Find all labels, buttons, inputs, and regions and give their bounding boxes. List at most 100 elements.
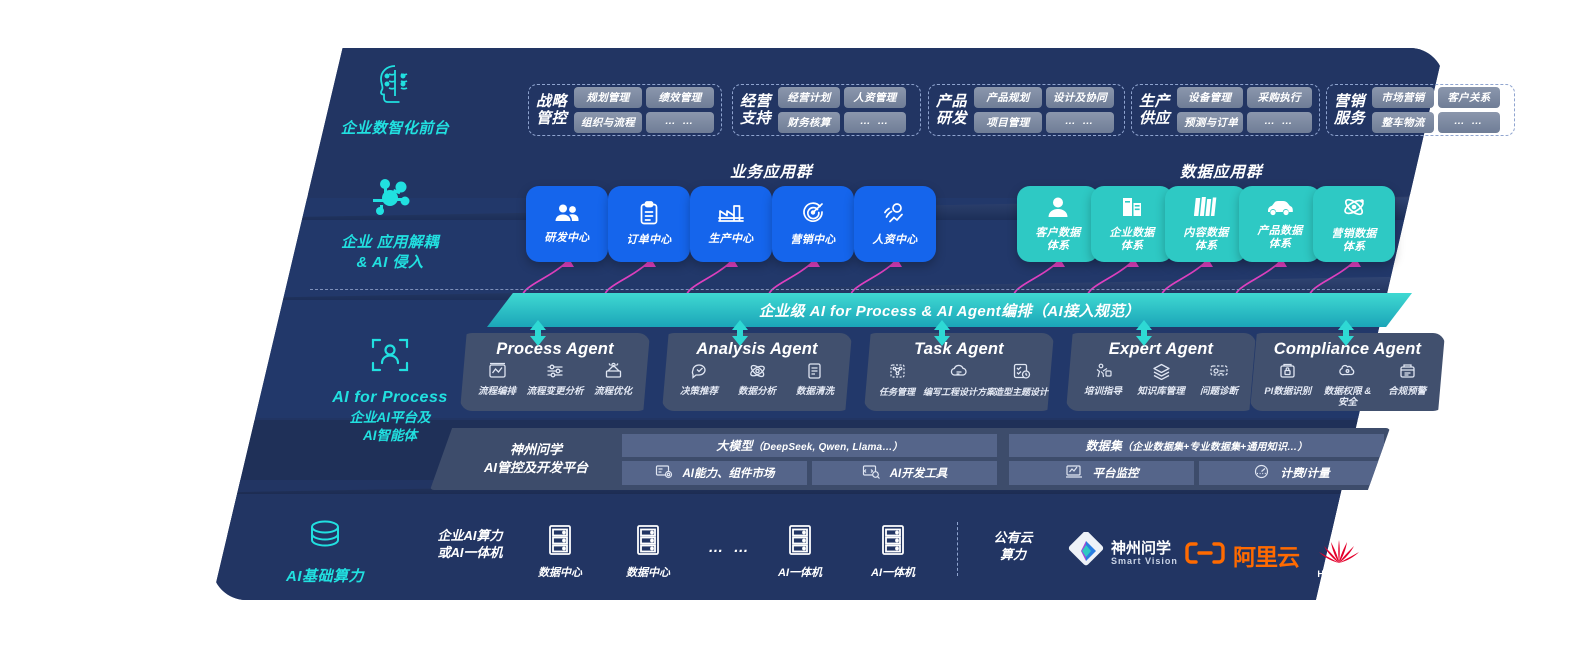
compute-label-1: 企业AI算力 xyxy=(437,528,503,543)
cap-label: 数据清洗 xyxy=(795,386,834,397)
cell-marketing-1[interactable]: 客户关系 xyxy=(1438,87,1501,108)
compute-dots-label: … … xyxy=(708,539,752,556)
car-icon xyxy=(1266,198,1294,221)
user-icon xyxy=(1047,196,1069,223)
group-strategy[interactable]: 战略 管控 规划管理 绩效管理 组织与流程 … … xyxy=(528,84,722,136)
card-order-center-label: 订单中心 xyxy=(626,234,672,247)
cap-compliance-1[interactable]: 数据权限 & 安全 xyxy=(1318,362,1377,409)
cap-expert-0[interactable]: 培训指导 xyxy=(1074,362,1131,398)
target-icon xyxy=(801,201,825,230)
cap-analysis-0[interactable]: 决策推荐 xyxy=(670,362,727,398)
group-operations[interactable]: 经营 支持 经营计划 人资管理 财务核算 … … xyxy=(732,84,921,136)
rail-app-decoupling: 企业 应用解耦 & AI 侵入 xyxy=(300,178,480,274)
logo-text-block: 神州问学 Smart Vision xyxy=(1111,539,1178,567)
cell-operations-2[interactable]: 财务核算 xyxy=(778,112,841,133)
rail-label-decoupling-2: & AI 侵入 xyxy=(356,254,424,272)
card-marketing-data[interactable]: 营销数据 体系 xyxy=(1313,186,1395,262)
cell-product-3[interactable]: … … xyxy=(1046,112,1115,133)
cell-marketing-0[interactable]: 市场营销 xyxy=(1372,87,1435,108)
cell-operations-0[interactable]: 经营计划 xyxy=(778,87,841,108)
huawei-text: HUAWEI xyxy=(1317,569,1361,579)
card-customer-data-label: 客户数据 体系 xyxy=(1035,226,1081,252)
group-marketing-service[interactable]: 营销 服务 市场营销 客户关系 整车物流 … … xyxy=(1326,84,1515,136)
server-icon xyxy=(522,524,598,561)
agent-analysis[interactable]: Analysis Agent 决策推荐 数据分析 xyxy=(662,333,852,411)
cell-product-1[interactable]: 设计及协同 xyxy=(1046,87,1115,108)
cell-product-2[interactable]: 项目管理 xyxy=(974,112,1043,133)
compute-datacenter-1[interactable]: 数据中心 xyxy=(522,524,598,580)
building-icon xyxy=(1121,196,1143,223)
cell-strategy-1[interactable]: 绩效管理 xyxy=(646,87,714,108)
card-order-center[interactable]: 订单中心 xyxy=(608,186,690,262)
agent-process-title: Process Agent xyxy=(496,340,614,358)
compute-datacenter-2[interactable]: 数据中心 xyxy=(610,524,686,580)
person-chart-icon xyxy=(882,202,908,230)
agent-expert[interactable]: Expert Agent 培训指导 知识库管理 xyxy=(1066,333,1256,411)
cap-label: 任务管理 xyxy=(878,387,915,397)
card-production-center[interactable]: 生产中心 xyxy=(690,186,772,262)
platform-btn-monitor[interactable]: 平台监控 xyxy=(1009,460,1194,485)
cap-label: 数据分析 xyxy=(737,386,776,397)
card-customer-data[interactable]: 客户数据 体系 xyxy=(1017,186,1099,262)
cell-strategy-2[interactable]: 组织与流程 xyxy=(574,112,642,133)
rail-label-ai-process-en: AI for Process xyxy=(332,389,448,406)
card-hr-center[interactable]: 人资中心 xyxy=(854,186,936,262)
agent-process[interactable]: Process Agent 流程编排 流程变更分析 xyxy=(460,333,650,411)
cap-label: 问题诊断 xyxy=(1199,386,1238,397)
huawei-logo[interactable]: HUAWEI xyxy=(1310,528,1368,579)
cap-analysis-2[interactable]: 数据清洗 xyxy=(786,362,843,398)
cap-task-2[interactable]: 造型主题设计 xyxy=(990,362,1051,397)
card-marketing-center[interactable]: 营销中心 xyxy=(772,186,854,262)
cell-marketing-3[interactable]: … … xyxy=(1438,112,1501,133)
cell-strategy-0[interactable]: 规划管理 xyxy=(574,87,642,108)
cell-marketing-2[interactable]: 整车物流 xyxy=(1372,112,1435,133)
platform-btn-label: AI开发工具 xyxy=(889,467,948,480)
cap-expert-1[interactable]: 知识库管理 xyxy=(1132,362,1189,398)
agent-analysis-title: Analysis Agent xyxy=(696,340,818,358)
card-enterprise-data[interactable]: 企业数据 体系 xyxy=(1091,186,1173,262)
ai-platform-bar[interactable]: 神州问学 AI管控及开发平台 大模型（DeepSeek, Qwen, Llama…… xyxy=(430,428,1390,490)
cell-production-1[interactable]: 采购执行 xyxy=(1246,87,1312,108)
group-product-rd[interactable]: 产品 研发 产品规划 设计及协同 项目管理 … … xyxy=(928,84,1125,136)
cap-compliance-0[interactable]: PI数据识别 xyxy=(1258,362,1317,398)
card-content-data[interactable]: 内容数据 体系 xyxy=(1165,186,1247,262)
agent-task[interactable]: Task Agent 任务管理 xyxy=(864,333,1054,411)
platform-btn-ai-market[interactable]: AI能力、组件市场 xyxy=(622,460,807,485)
cell-product-0[interactable]: 产品规划 xyxy=(974,87,1043,108)
cap-task-1[interactable]: 编写工程设计方案 xyxy=(923,362,995,397)
cap-label: 数据权限 & 安全 xyxy=(1323,386,1372,408)
cap-process-2[interactable]: 流程优化 xyxy=(584,362,641,398)
group-production-supply[interactable]: 生产 供应 设备管理 采购执行 预测与订单 … … xyxy=(1131,84,1320,136)
shenzhou-wenxue-logo[interactable]: 神州问学 Smart Vision xyxy=(1067,531,1178,575)
cell-production-3[interactable]: … … xyxy=(1246,112,1312,133)
aliyun-logo[interactable]: 阿里云 xyxy=(1185,538,1300,572)
monitor-icon xyxy=(1065,464,1083,482)
cap-process-1[interactable]: 流程变更分析 xyxy=(526,362,584,398)
cap-compliance-2[interactable]: 合规预警 xyxy=(1378,362,1437,398)
data-clean-icon xyxy=(806,362,825,385)
compute-label: AI一体机 xyxy=(778,567,822,579)
card-rd-center[interactable]: 研发中心 xyxy=(526,186,608,262)
agent-compliance[interactable]: Compliance Agent PI数据识别 xyxy=(1250,333,1445,411)
gauge-icon xyxy=(1253,464,1270,482)
cap-analysis-1[interactable]: 数据分析 xyxy=(728,362,785,398)
compute-ai-appliance-1[interactable]: AI一体机 xyxy=(762,524,838,580)
platform-btn-dev-tool[interactable]: AI开发工具 xyxy=(812,460,997,485)
cap-label: 流程变更分析 xyxy=(526,386,584,397)
compute-label-2: 算力 xyxy=(999,546,1026,562)
market-gear-icon xyxy=(655,464,673,482)
cell-production-2[interactable]: 预测与订单 xyxy=(1177,112,1243,133)
ai-orchestration-label: 企业级 AI for Process & AI Agent编排（AI接入规范） xyxy=(758,302,1141,320)
cap-expert-2[interactable]: 问题诊断 xyxy=(1190,362,1247,398)
ai-orchestration-bar[interactable]: 企业级 AI for Process & AI Agent编排（AI接入规范） xyxy=(487,293,1412,327)
cell-operations-3[interactable]: … … xyxy=(844,112,907,133)
cell-production-0[interactable]: 设备管理 xyxy=(1177,87,1243,108)
compute-ai-appliance-2[interactable]: AI一体机 xyxy=(855,524,931,580)
platform-btn-billing[interactable]: 计费/计量 xyxy=(1199,460,1384,485)
cell-operations-1[interactable]: 人资管理 xyxy=(844,87,907,108)
card-product-data[interactable]: 产品数据 体系 xyxy=(1239,186,1321,262)
cap-process-0[interactable]: 流程编排 xyxy=(468,362,525,398)
cap-task-0[interactable]: 任务管理 xyxy=(866,362,927,397)
group-product-rd-name: 产品 研发 xyxy=(936,92,968,127)
cell-strategy-3[interactable]: … … xyxy=(646,112,714,133)
